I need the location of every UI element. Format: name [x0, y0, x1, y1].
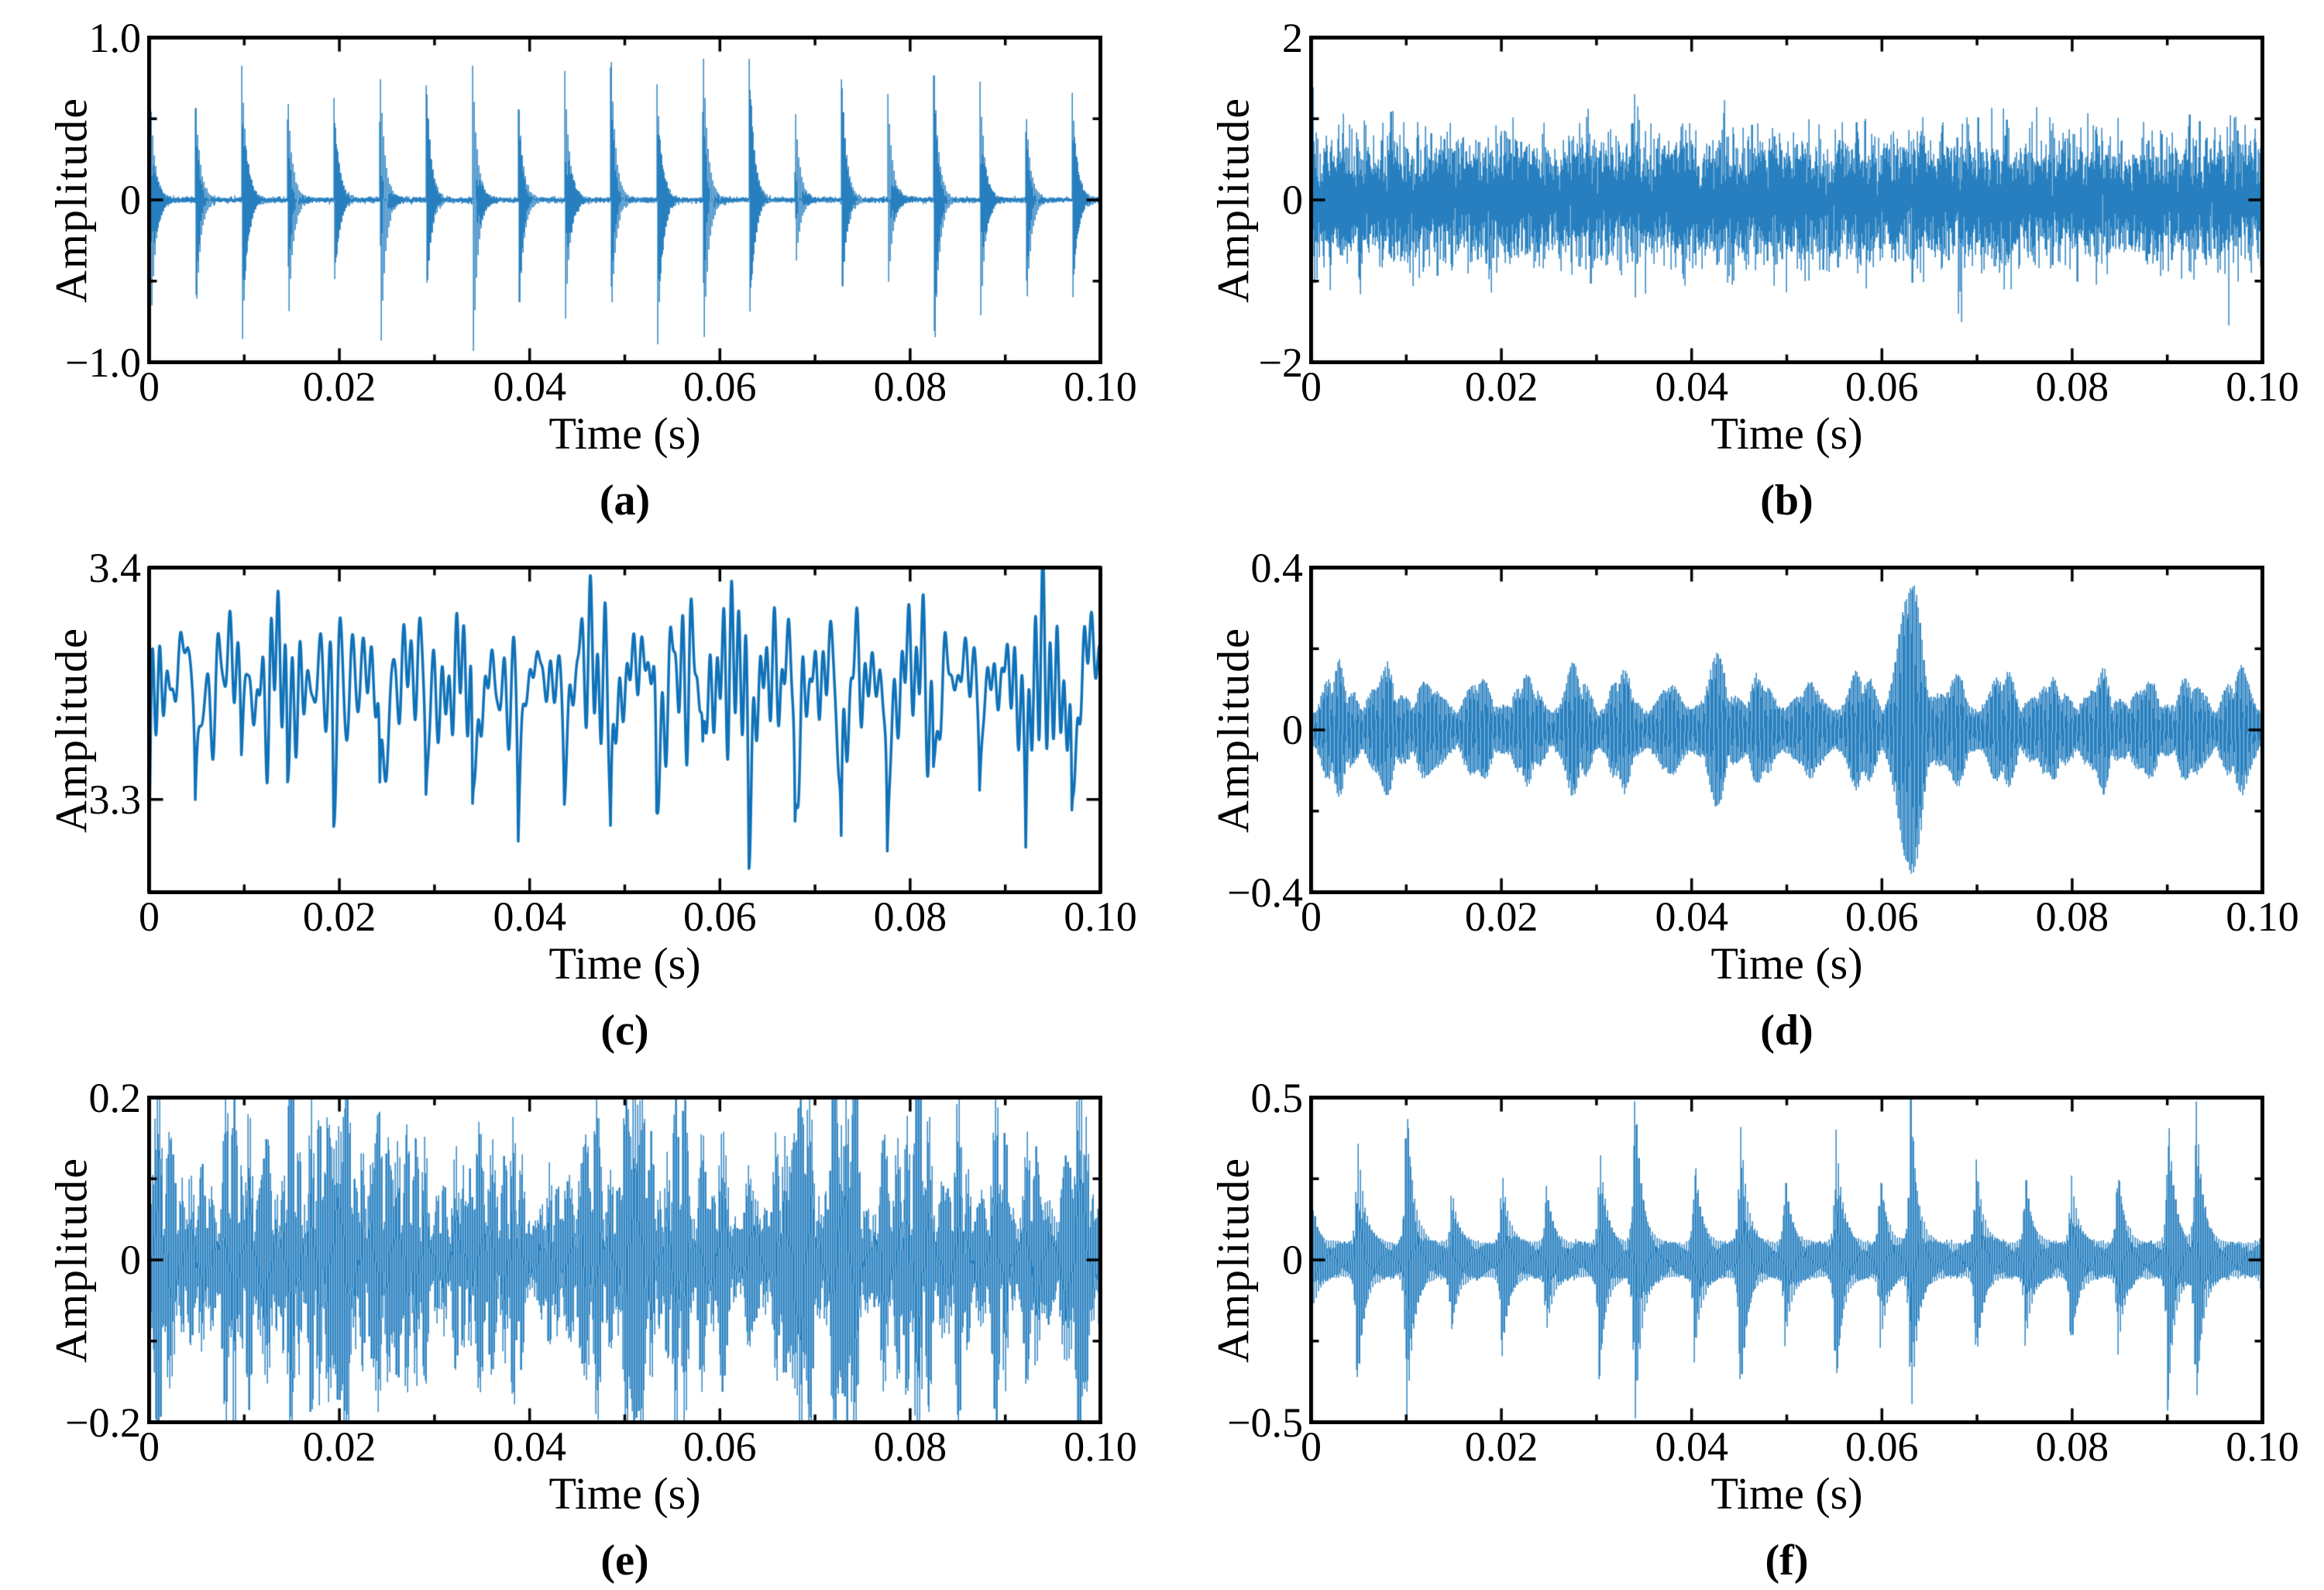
xtick-label: 0.04: [493, 363, 566, 410]
ytick-label: 0: [1282, 1237, 1303, 1283]
xtick-label: 0.04: [1655, 893, 1728, 940]
ytick-label: 3.3: [88, 776, 142, 823]
xtick-label: 0.06: [683, 1423, 757, 1470]
xtick-label: 0.02: [1464, 893, 1538, 940]
subplot-caption-d: (d): [1760, 1007, 1813, 1055]
subplot-caption-f: (f): [1765, 1537, 1809, 1585]
ytick-label: −0.2: [65, 1399, 141, 1446]
subplot-caption-c: (c): [600, 1007, 649, 1055]
subplot-e: Amplitude Time (s) (e) 0 0.02 0.04 0.06 0.08…: [0, 1060, 1162, 1590]
waveform-plot-e: [147, 1096, 1102, 1424]
subplot-c: Amplitude Time (s) (c) 0 0.02 0.04 0.06 0.08…: [0, 530, 1162, 1060]
subplot-a: Amplitude Time (s) (a) 0 0.02 0.04 0.06 0.08…: [0, 0, 1162, 530]
ytick-label: 0.5: [1250, 1074, 1304, 1121]
xtick-label: 0.02: [1464, 363, 1538, 410]
ytick-label: 0.4: [1250, 544, 1304, 591]
subplot-caption-b: (b): [1760, 477, 1813, 525]
x-axis-label: Time (s): [1710, 1468, 1863, 1519]
subplot-b: Amplitude Time (s) (b) 0 0.02 0.04 0.06 0.08…: [1162, 0, 2324, 530]
xtick-label: 0: [139, 1423, 160, 1470]
x-axis-label: Time (s): [548, 938, 701, 989]
xtick-label: 0.04: [1655, 1423, 1728, 1470]
ytick-label: −2: [1258, 339, 1303, 386]
xtick-label: 0: [1301, 893, 1322, 940]
ytick-label: 0: [1282, 177, 1303, 223]
ytick-label: 0: [120, 1237, 141, 1283]
ytick-label: 0.2: [88, 1074, 142, 1121]
xtick-label: 0.10: [2226, 893, 2299, 940]
xtick-label: 0.02: [302, 363, 376, 410]
xtick-label: 0.10: [2226, 363, 2299, 410]
xtick-label: 0.08: [873, 893, 947, 940]
x-axis-label: Time (s): [1710, 408, 1863, 459]
xtick-label: 0.06: [1845, 1423, 1919, 1470]
xtick-label: 0.08: [2035, 1423, 2109, 1470]
waveform-plot-d: [1309, 566, 2264, 894]
x-axis-label: Time (s): [548, 408, 701, 459]
subplot-caption-e: (e): [600, 1537, 649, 1585]
ytick-label: 0: [120, 177, 141, 223]
xtick-label: 0.02: [302, 893, 376, 940]
xtick-label: 0.06: [683, 893, 757, 940]
xtick-label: 0.06: [1845, 363, 1919, 410]
xtick-label: 0.02: [302, 1423, 376, 1470]
ytick-label: −1.0: [65, 339, 141, 386]
ytick-label: −0.4: [1227, 869, 1303, 916]
xtick-label: 0.08: [873, 1423, 947, 1470]
xtick-label: 0.06: [683, 363, 757, 410]
waveform-plot-f: [1309, 1096, 2264, 1424]
ytick-label: −0.5: [1227, 1399, 1303, 1446]
xtick-label: 0.08: [873, 363, 947, 410]
ytick-label: 0: [1282, 707, 1303, 753]
xtick-label: 0.08: [2035, 363, 2109, 410]
xtick-label: 0.10: [1064, 363, 1137, 410]
ytick-label: 3.4: [88, 544, 142, 591]
xtick-label: 0.10: [1064, 1423, 1137, 1470]
xtick-label: 0.04: [493, 1423, 566, 1470]
waveform-plot-c: [147, 566, 1102, 894]
subplot-f: Amplitude Time (s) (f) 0 0.02 0.04 0.06 0.08…: [1162, 1060, 2324, 1590]
x-axis-label: Time (s): [548, 1468, 701, 1519]
waveform-plot-b: [1309, 36, 2264, 364]
xtick-label: 0.10: [1064, 893, 1137, 940]
subplot-d: Amplitude Time (s) (d) 0 0.02 0.04 0.06 0.08…: [1162, 530, 2324, 1060]
xtick-label: 0: [139, 363, 160, 410]
waveform-plot-a: [147, 36, 1102, 364]
xtick-label: 0.04: [1655, 363, 1728, 410]
xtick-label: 0: [1301, 1423, 1322, 1470]
ytick-label: 2: [1282, 14, 1303, 61]
xtick-label: 0.06: [1845, 893, 1919, 940]
xtick-label: 0.02: [1464, 1423, 1538, 1470]
xtick-label: 0.04: [493, 893, 566, 940]
ytick-label: 1.0: [88, 14, 142, 61]
xtick-label: 0.08: [2035, 893, 2109, 940]
subplot-caption-a: (a): [599, 477, 651, 525]
x-axis-label: Time (s): [1710, 938, 1863, 989]
xtick-label: 0: [1301, 363, 1322, 410]
xtick-label: 0.10: [2226, 1423, 2299, 1470]
xtick-label: 0: [139, 893, 160, 940]
